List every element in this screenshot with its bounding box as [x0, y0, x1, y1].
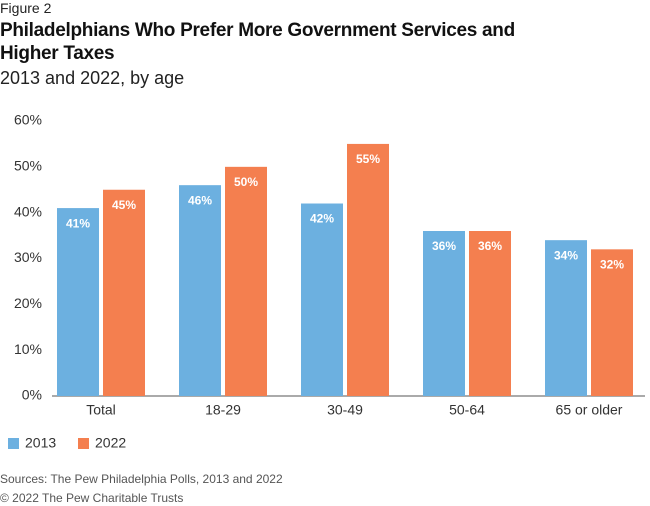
- y-tick-label: 10%: [14, 341, 42, 357]
- legend-label: 2013: [25, 435, 56, 451]
- source-note: Sources: The Pew Philadelphia Polls, 201…: [0, 472, 283, 486]
- bar: [225, 166, 267, 396]
- value-label: 41%: [66, 216, 90, 230]
- legend-swatch: [78, 438, 89, 449]
- value-label: 36%: [432, 239, 456, 253]
- chart-subtitle: 2013 and 2022, by age: [0, 68, 185, 88]
- bar: [179, 185, 221, 396]
- value-label: 36%: [478, 239, 502, 253]
- y-tick-label: 60%: [14, 112, 42, 128]
- x-tick-label: 18-29: [205, 402, 241, 418]
- x-tick-label: 50-64: [449, 402, 485, 418]
- y-tick-label: 50%: [14, 158, 42, 174]
- bar: [469, 231, 511, 396]
- figure-label: Figure 2: [0, 0, 52, 16]
- legend-label: 2022: [95, 435, 126, 451]
- bar: [301, 203, 343, 396]
- value-label: 42%: [310, 212, 334, 226]
- bar: [347, 143, 389, 396]
- value-label: 50%: [234, 175, 258, 189]
- value-label: 55%: [356, 152, 380, 166]
- bar: [545, 240, 587, 396]
- legend-swatch: [8, 438, 19, 449]
- bar: [423, 231, 465, 396]
- value-label: 45%: [112, 198, 136, 212]
- y-tick-label: 40%: [14, 203, 42, 219]
- y-tick-label: 0%: [22, 387, 42, 403]
- x-tick-label: 65 or older: [556, 402, 623, 418]
- bar: [103, 189, 145, 396]
- x-tick-label: Total: [86, 402, 116, 418]
- y-tick-label: 30%: [14, 249, 42, 265]
- y-tick-label: 20%: [14, 295, 42, 311]
- copyright-note: © 2022 The Pew Charitable Trusts: [0, 491, 183, 505]
- bar: [57, 208, 99, 396]
- bar: [591, 249, 633, 396]
- chart-title: Philadelphians Who Prefer More Governmen…: [0, 20, 515, 64]
- x-tick-label: 30-49: [327, 402, 363, 418]
- value-label: 32%: [600, 258, 624, 272]
- value-label: 46%: [188, 193, 212, 207]
- value-label: 34%: [554, 248, 578, 262]
